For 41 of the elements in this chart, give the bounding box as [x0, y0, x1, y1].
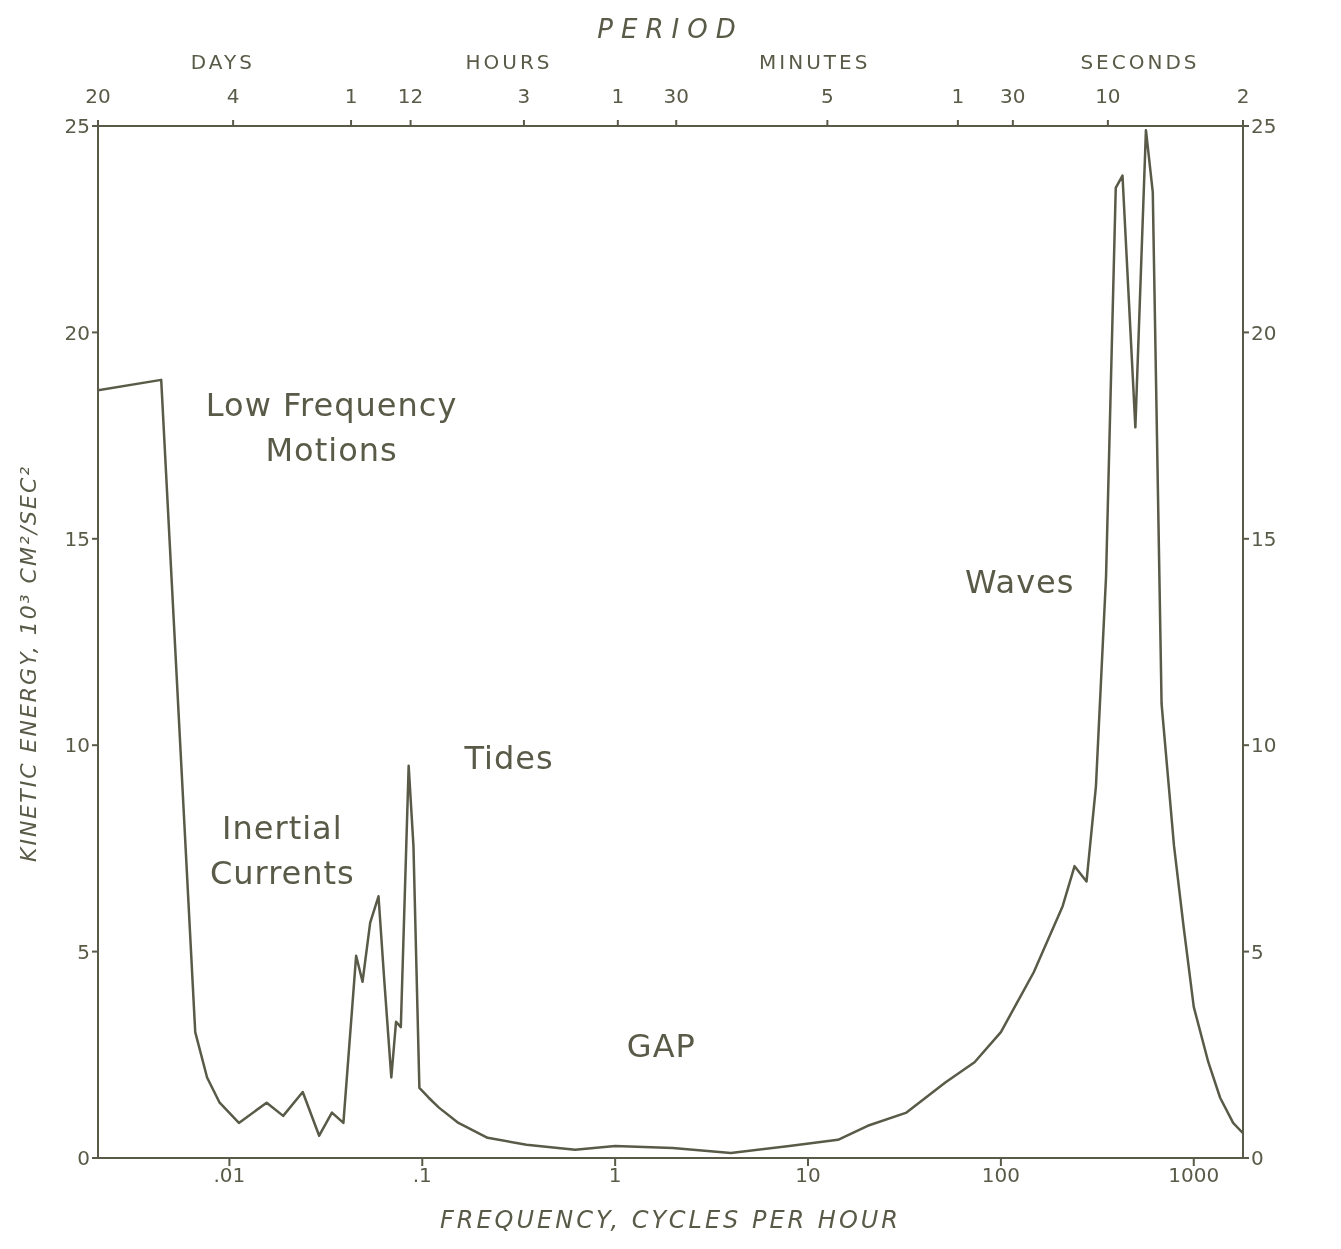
x-tick-label: 10 [795, 1163, 821, 1188]
x2-axis-title: PERIOD [596, 14, 745, 44]
x-tick-label: .1 [412, 1163, 432, 1188]
y2-tick-label: 25 [1251, 114, 1277, 139]
y-tick-label: 15 [64, 526, 90, 551]
annotation: Low Frequency Motions [205, 385, 458, 472]
y2-tick-label: 5 [1251, 939, 1264, 964]
x-tick-label: .01 [213, 1163, 246, 1188]
y-tick-label: 25 [64, 114, 90, 139]
annotation: Waves [964, 561, 1075, 603]
y-tick-label: 10 [64, 733, 90, 758]
text: 12 [397, 84, 424, 108]
x-axis-title: FREQUENCY, CYCLES PER HOUR [439, 1206, 902, 1234]
text: HOURS [465, 49, 553, 76]
text: 30 [663, 84, 689, 108]
annotation: Inertial Currents [209, 808, 355, 895]
annotation: GAP [626, 1025, 696, 1067]
text: 30 [1000, 84, 1026, 108]
y2-tick-label: 10 [1251, 733, 1277, 758]
text: MINUTES [759, 49, 871, 76]
y-tick-label: 20 [64, 320, 90, 345]
text: 1 [344, 84, 358, 108]
text: 4 [226, 84, 240, 108]
y2-tick-label: 20 [1251, 320, 1277, 345]
y2-tick-label: 0 [1251, 1146, 1264, 1171]
text: DAYS [190, 49, 255, 76]
text: 10 [1095, 84, 1121, 108]
text: 1 [951, 84, 965, 108]
x-tick-label: 1000 [1168, 1163, 1220, 1188]
x-tick-label: 1 [608, 1163, 622, 1188]
text: SECONDS [1080, 49, 1200, 76]
y-tick-label: 5 [77, 939, 90, 964]
y-tick-label: 0 [77, 1146, 90, 1171]
text: 1 [611, 84, 625, 108]
y-axis-title: KINETIC ENERGY, 10³ CM²/SEC² [15, 464, 41, 862]
text: 2 [1236, 84, 1250, 108]
annotation: Tides [464, 737, 554, 779]
x-tick-label: 100 [981, 1163, 1020, 1188]
text: 3 [517, 84, 531, 108]
y2-tick-label: 15 [1251, 526, 1277, 551]
text: 5 [820, 84, 834, 108]
